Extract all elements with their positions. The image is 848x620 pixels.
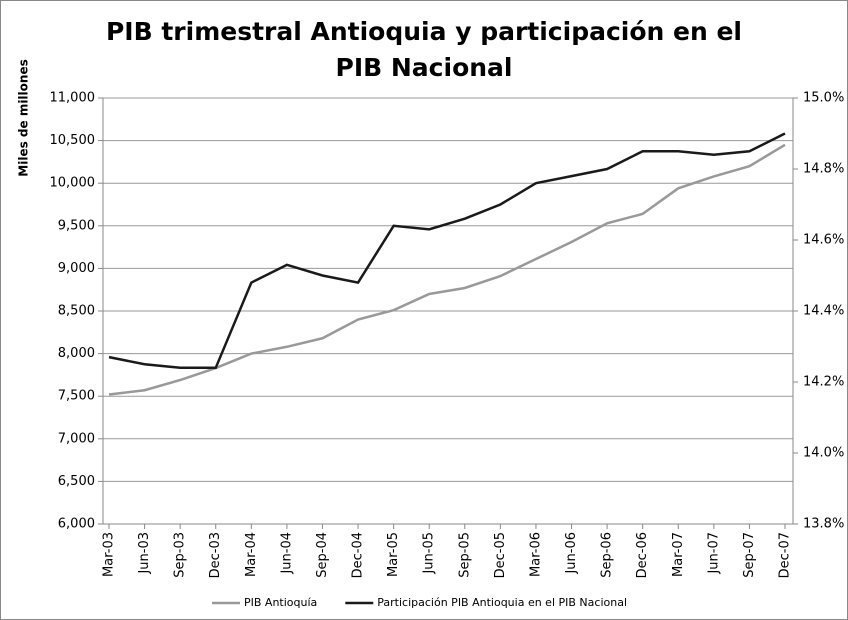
y2-tick-label: 15.0% (803, 91, 844, 106)
y-tick-label: 11,000 (50, 91, 96, 106)
x-tick-label: Mar-07 (671, 532, 686, 577)
y-tick-label: 9,500 (58, 218, 95, 233)
y2-tick-label: 14.2% (803, 375, 844, 390)
x-tick-label: Dec-06 (635, 532, 650, 578)
x-tick-label: Sep-07 (742, 532, 757, 578)
y-tick-label: 6,500 (58, 474, 95, 489)
legend-label: PIB Antioquía (244, 596, 317, 609)
x-tick-label: Mar-04 (244, 532, 259, 577)
y2-tick-label: 14.0% (803, 446, 844, 461)
y-axis-label: Miles de millones (17, 59, 31, 176)
x-tick-label: Mar-06 (528, 532, 543, 577)
y-tick-label: 10,500 (50, 133, 96, 148)
x-tick-label: Dec-03 (208, 532, 223, 578)
line-series (108, 143, 786, 396)
x-tick-label: Jun-04 (279, 532, 294, 575)
x-tick-label: Mar-05 (386, 532, 401, 577)
x-tick-label: Jun-05 (422, 532, 437, 575)
chart-title: PIB trimestral Antioquia y participación… (105, 17, 743, 82)
x-tick-label: Dec-04 (351, 532, 366, 578)
x-tick-label: Sep-05 (457, 532, 472, 578)
y2-tick-label: 14.8% (803, 162, 844, 177)
y-tick-label: 10,000 (50, 176, 96, 191)
x-tick-label: Sep-04 (315, 532, 330, 578)
x-tick-label: Dec-05 (493, 532, 508, 578)
line-series (108, 132, 786, 370)
x-tick-label: Jun-06 (564, 532, 579, 575)
x-tick-label: Mar-03 (102, 532, 117, 577)
y-tick-label: 6,000 (58, 517, 95, 532)
y-tick-label: 8,000 (58, 346, 95, 361)
y2-tick-label: 14.6% (803, 233, 844, 248)
y2-tick-label: 14.4% (803, 304, 844, 319)
y-tick-label: 9,000 (58, 261, 95, 276)
x-tick-label: Dec-07 (778, 532, 793, 578)
x-tick-label: Jun-07 (706, 532, 721, 575)
y-tick-label: 7,000 (58, 431, 95, 446)
x-tick-label: Sep-06 (600, 532, 615, 578)
legend-label: Participación PIB Antioquia en el PIB Na… (377, 596, 627, 609)
y-tick-label: 7,500 (58, 389, 95, 404)
y2-tick-label: 13.8% (803, 517, 844, 532)
y-tick-label: 8,500 (58, 304, 95, 319)
x-tick-label: Sep-03 (173, 532, 188, 578)
x-tick-label: Jun-03 (137, 532, 152, 575)
